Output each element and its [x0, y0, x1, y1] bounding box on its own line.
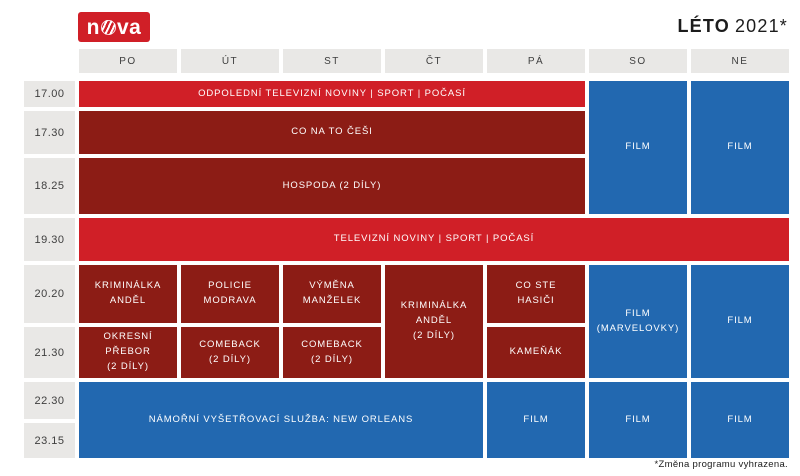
time-label-2020: 20.20 [24, 265, 75, 323]
nova-logo: n va [78, 12, 150, 42]
nova-logo-text-va: va [116, 15, 142, 39]
cell-film-pa-late: FILM [487, 382, 585, 458]
day-header-po: PO [79, 49, 177, 73]
cell-film-ne-prime: FILM [691, 265, 789, 378]
time-label-1930: 19.30 [24, 218, 75, 261]
cell-odpoledni-televizni-noviny: ODPOLEDNÍ TELEVIZNÍ NOVINY | SPORT | POČ… [79, 81, 585, 107]
cell-film-so-late: FILM [589, 382, 687, 458]
time-label-1730: 17.30 [24, 111, 75, 154]
cell-kriminalka-andel: KRIMINÁLKA ANDĚL [79, 265, 177, 323]
nova-logo-text-n: n [86, 15, 100, 39]
cell-vymena-manzelek: VÝMĚNA MANŽELEK [283, 265, 381, 323]
cell-hospoda: HOSPODA (2 DÍLY) [79, 158, 585, 214]
day-header-st: ST [283, 49, 381, 73]
time-label-2315: 23.15 [24, 423, 75, 458]
day-header-so: SO [589, 49, 687, 73]
page-title: LÉTO 2021* [677, 16, 788, 37]
cell-okresni-prebor: OKRESNÍ PŘEBOR (2 DÍLY) [79, 327, 177, 378]
day-header-row: PO ÚT ST ČT PÁ SO NE [24, 49, 789, 73]
title-season: LÉTO [677, 16, 730, 36]
cell-comeback-st: COMEBACK (2 DÍLY) [283, 327, 381, 378]
day-header-ct: ČT [385, 49, 483, 73]
cell-film-ne-early: FILM [691, 81, 789, 214]
time-label-1825: 18.25 [24, 158, 75, 214]
cell-film-so-early: FILM [589, 81, 687, 214]
day-header-ne: NE [691, 49, 789, 73]
cell-policie-modrava: POLICIE MODRAVA [181, 265, 279, 323]
cell-co-ste-hasici: CO STE HASIČI [487, 265, 585, 323]
cell-kamenak: KAMEŇÁK [487, 327, 585, 378]
footnote: *Změna programu vyhrazena. [654, 459, 788, 470]
cell-televizni-noviny: TELEVIZNÍ NOVINY | SPORT | POČASÍ [79, 218, 789, 261]
title-year: 2021* [734, 16, 788, 36]
cell-kriminalka-andel-2-dily: KRIMINÁLKA ANDĚL (2 DÍLY) [385, 265, 483, 378]
day-header-spacer [24, 49, 75, 73]
time-label-1700: 17.00 [24, 81, 75, 107]
cell-namorni-vysetrovaci-sluzba: NÁMOŘNÍ VYŠETŘOVACÍ SLUŽBA: NEW ORLEANS [79, 382, 483, 458]
cell-co-na-to-cesi: CO NA TO ČEŠI [79, 111, 585, 154]
cell-film-ne-late: FILM [691, 382, 789, 458]
time-label-2230: 22.30 [24, 382, 75, 419]
nova-logo-striped-ball-icon [100, 19, 116, 35]
cell-film-marvelovky: FILM (MARVELOVKY) [589, 265, 687, 378]
day-header-pa: PÁ [487, 49, 585, 73]
time-label-2130: 21.30 [24, 327, 75, 378]
cell-comeback-ut: COMEBACK (2 DÍLY) [181, 327, 279, 378]
schedule-grid: 17.00 17.30 18.25 19.30 20.20 21.30 22.3… [24, 81, 789, 458]
day-header-ut: ÚT [181, 49, 279, 73]
